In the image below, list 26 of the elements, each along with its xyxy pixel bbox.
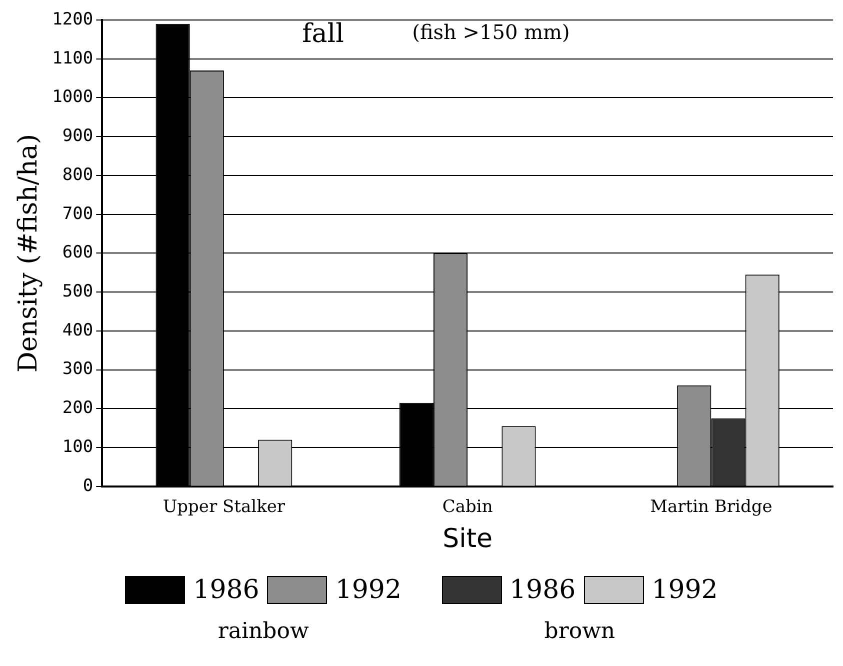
y-tick-label: 500: [62, 281, 94, 302]
text: brown: [544, 619, 616, 644]
y-axis-title: Density (#fish/ha): [13, 134, 44, 372]
x-tick-label: Upper Stalker: [162, 497, 286, 518]
y-tick-label: 400: [62, 320, 94, 340]
x-axis-title: Site: [442, 524, 493, 554]
y-tick-label: 300: [62, 359, 94, 380]
x-tick-label: Cabin: [442, 497, 493, 518]
legend-label: 1992: [335, 575, 402, 605]
legend-label: 1986: [510, 575, 576, 605]
y-tick-label: 900: [62, 126, 94, 146]
y-tick-label: 0: [82, 476, 94, 496]
x-tick-label: Martin Bridge: [650, 497, 772, 518]
y-tick-label: 600: [62, 242, 94, 263]
legend-label: 1992: [652, 575, 718, 605]
y-tick-label: 200: [62, 398, 94, 418]
y-tick-label: 800: [62, 164, 94, 185]
y-tick-label: 1200: [52, 9, 94, 30]
chart-title: fall: [302, 18, 344, 49]
y-tick-label: 100: [62, 436, 94, 457]
y-tick-label: 1100: [52, 48, 94, 68]
legend-label: 1986: [193, 575, 260, 605]
y-tick-label: 1000: [52, 87, 94, 108]
y-tick-label: 700: [62, 204, 94, 224]
chart-subtitle: (fish >150 mm): [412, 20, 570, 44]
text: rainbow: [218, 619, 309, 644]
